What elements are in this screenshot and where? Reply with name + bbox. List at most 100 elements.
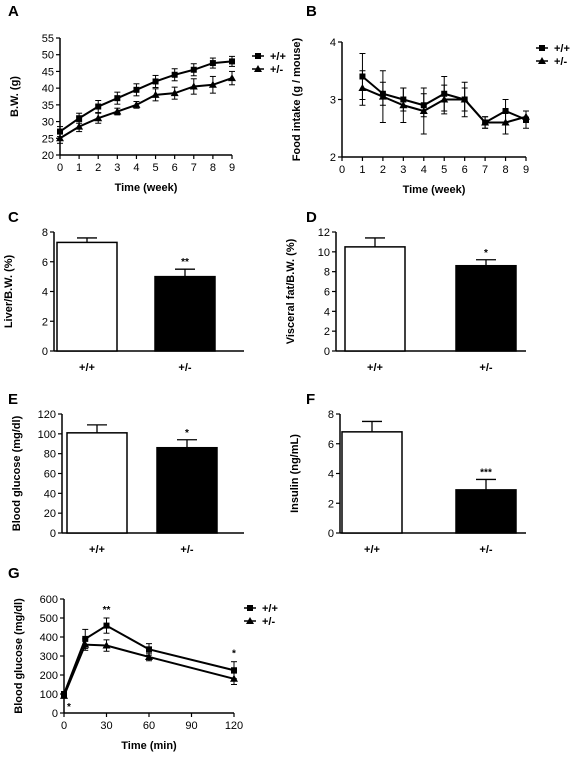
panel-d-y-tick-label: 6 <box>324 287 330 299</box>
panel-a-marker-square <box>133 86 140 93</box>
panel-a-y-axis-label: B.W. (g) <box>9 76 21 117</box>
panel-a-marker-triangle <box>170 89 179 97</box>
panel-g-x-tick-label: 30 <box>100 720 112 732</box>
panel-e-y-tick-label: 0 <box>50 528 56 540</box>
panel-b-marker-triangle <box>501 118 510 126</box>
panel-b-legend-label: +/+ <box>554 43 570 55</box>
panel-a-legend-marker-square <box>255 53 261 59</box>
panel-g-significance-mark: * <box>232 649 236 660</box>
panel-b-y-axis-label: Food intake (g / mouse) <box>291 37 303 161</box>
panel-g-significance-mark: ** <box>103 605 111 616</box>
panel-g-x-tick-label: 0 <box>61 720 67 732</box>
panel-g-marker-triangle <box>81 640 90 648</box>
panel-g-marker-square <box>146 646 152 653</box>
panel-g-y-axis-label: Blood glucose (mg/dl) <box>13 598 25 714</box>
panel-a-marker-square <box>209 60 216 67</box>
panel-a-y-tick-label: 50 <box>42 50 54 62</box>
panel-a-letter: A <box>8 3 19 20</box>
panel-a-marker-triangle <box>151 90 160 98</box>
panel-a-x-axis-label: Time (week) <box>115 182 178 194</box>
panel-a-y-tick-label: 55 <box>42 33 54 45</box>
panel-g-marker-triangle <box>145 652 153 660</box>
panel-g-marker-square <box>103 622 110 629</box>
panel-b-x-tick-label: 6 <box>462 164 468 176</box>
panel-c-y-tick-label: 8 <box>42 227 48 239</box>
panel-f-bar-2 <box>455 489 517 534</box>
panel-a-x-tick-label: 3 <box>114 162 120 174</box>
panel-a-marker-square <box>95 103 102 110</box>
panel-b-y-tick-label: 2 <box>330 152 336 164</box>
panel-g-letter: G <box>8 565 20 582</box>
panel-d-y-tick-label: 10 <box>318 247 330 259</box>
panel-d-y-tick-label: 12 <box>318 227 330 239</box>
panel-a-marker-triangle <box>208 80 217 88</box>
panel-c-y-axis-label: Liver/B.W. (%) <box>3 254 15 328</box>
panel-d-y-tick-label: 8 <box>324 267 330 279</box>
panel-d-y-axis-label: Visceral fat/B.W. (%) <box>285 238 297 344</box>
panel-e-y-tick-label: 120 <box>38 409 56 421</box>
panel-a-x-tick-label: 7 <box>191 162 197 174</box>
panel-e-y-tick-label: 80 <box>44 449 56 461</box>
panel-g-legend-marker-triangle <box>246 617 254 624</box>
panel-c-y-tick-label: 4 <box>42 287 48 299</box>
panel-f-bar-1 <box>341 431 403 534</box>
panel-b-marker-triangle <box>419 107 428 114</box>
panel-b-legend-marker-triangle <box>538 57 546 64</box>
panel-b-x-axis-label: Time (week) <box>403 184 466 196</box>
panel-e-y-tick-label: 60 <box>44 469 56 481</box>
panel-a-x-tick-label: 5 <box>152 162 158 174</box>
panel-f-y-tick-label: 6 <box>328 439 334 451</box>
panel-e-y-tick-label: 100 <box>38 429 56 441</box>
panel-a-x-tick-label: 2 <box>95 162 101 174</box>
panel-a-marker-square <box>152 78 159 85</box>
panel-f-y-axis-label: Insulin (ng/mL) <box>289 434 301 513</box>
panel-a-y-tick-label: 30 <box>42 117 54 129</box>
panel-b-letter: B <box>306 3 317 20</box>
panel-a-marker-triangle <box>56 134 64 142</box>
panel-f-y-tick-label: 2 <box>328 498 334 510</box>
panel-b-marker-triangle <box>522 112 530 120</box>
panel-g-marker-square <box>231 667 237 674</box>
panel-b-marker-triangle <box>440 95 449 103</box>
panel-c-category-label: +/+ <box>79 362 95 374</box>
panel-b-x-tick-label: 0 <box>339 164 345 176</box>
panel-f-category-label: +/+ <box>364 544 380 556</box>
panel-e-category-label: +/- <box>180 544 193 556</box>
panel-d-bar-2 <box>455 264 517 352</box>
panel-c-y-tick-label: 6 <box>42 257 48 269</box>
panel-g-significance-mark: * <box>67 702 71 713</box>
panel-a-x-tick-label: 0 <box>57 162 63 174</box>
panel-c-significance-mark: ** <box>181 257 189 268</box>
panel-a-legend-label: +/+ <box>270 51 286 63</box>
panel-b-marker-triangle <box>460 95 469 103</box>
panel-g-marker-triangle <box>102 641 111 649</box>
panel-d-y-tick-label: 4 <box>324 306 330 318</box>
panel-a-x-tick-label: 1 <box>76 162 82 174</box>
panel-a-marker-triangle <box>75 122 84 130</box>
panel-f-significance-mark: *** <box>480 467 492 478</box>
panel-a-y-tick-label: 45 <box>42 66 54 78</box>
panel-d-category-label: +/- <box>479 362 492 374</box>
panel-g-y-tick-label: 100 <box>40 689 58 701</box>
panel-a-legend-marker-triangle <box>254 65 262 72</box>
panel-b-marker-triangle <box>378 92 387 100</box>
panel-c-bar-2 <box>154 275 216 352</box>
panel-e-y-tick-label: 20 <box>44 508 56 520</box>
panel-b-legend-label: +/- <box>554 56 567 68</box>
panel-f-y-tick-label: 8 <box>328 409 334 421</box>
panel-a-marker-square <box>57 128 63 135</box>
panel-d-y-tick-label: 0 <box>324 346 330 358</box>
panel-c-y-tick-label: 2 <box>42 316 48 328</box>
panel-g-y-tick-label: 600 <box>40 594 58 606</box>
panel-a-marker-square <box>114 95 121 102</box>
panel-a-marker-triangle <box>228 74 236 82</box>
panel-a-marker-square <box>76 115 83 122</box>
panel-d-significance-mark: * <box>484 248 488 259</box>
panel-e-y-tick-label: 40 <box>44 488 56 500</box>
panel-a-marker-triangle <box>94 114 103 122</box>
panel-b-x-tick-label: 2 <box>380 164 386 176</box>
panel-f-category-label: +/- <box>479 544 492 556</box>
panel-a-x-tick-label: 8 <box>210 162 216 174</box>
panel-a-y-tick-label: 25 <box>42 133 54 145</box>
